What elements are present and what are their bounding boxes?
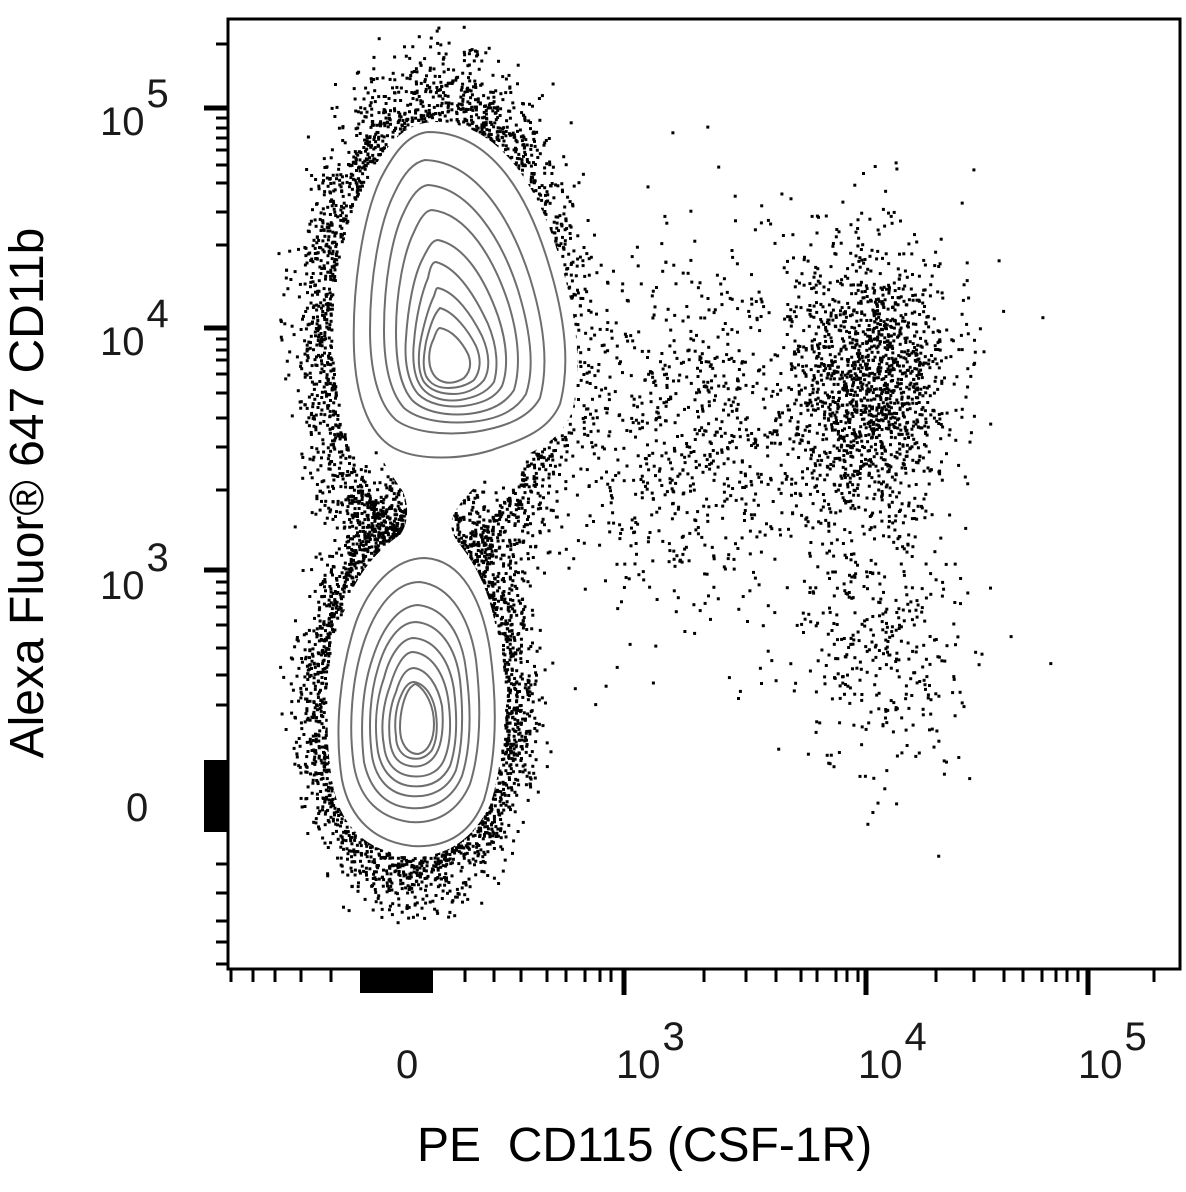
y-tick-label-1e3: 103: [100, 566, 169, 606]
x-axis-ticks: [231, 969, 1154, 995]
y-axis-title: Alexa Fluor® 647 CD11b: [4, 228, 52, 759]
upper-population-outline: [328, 122, 578, 856]
x-tick-label-0: 0: [396, 1045, 418, 1085]
x-tick-label-1e4: 104: [858, 1045, 927, 1085]
y-axis-ticks: [204, 44, 228, 964]
contour-interior-fill: [328, 122, 578, 856]
x-tick-label-1e5: 105: [1078, 1045, 1147, 1085]
x-axis-title: PE CD115 (CSF-1R): [417, 1122, 872, 1170]
y-tick-label-1e5: 105: [100, 102, 169, 142]
y-tick-label-0: 0: [126, 788, 148, 828]
y-tick-label-1e4: 104: [100, 322, 169, 362]
x-tick-label-1e3: 103: [616, 1045, 685, 1085]
